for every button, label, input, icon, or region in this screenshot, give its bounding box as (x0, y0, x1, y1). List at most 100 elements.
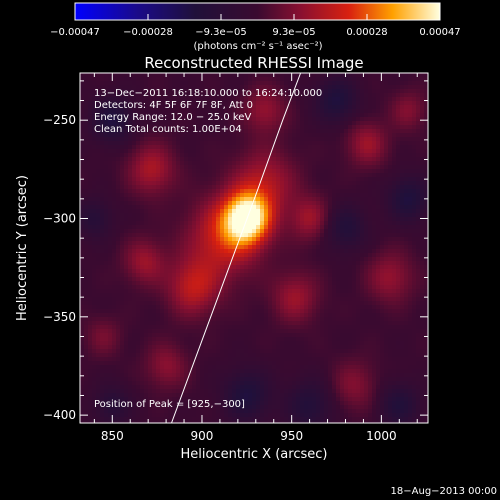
heatmap-cell (328, 261, 332, 265)
heatmap-cell (376, 289, 380, 293)
heatmap-cell (424, 93, 428, 97)
heatmap-cell (312, 229, 316, 233)
heatmap-cell (284, 221, 288, 225)
heatmap-cell (340, 85, 344, 89)
heatmap-cell (240, 149, 244, 153)
heatmap-cell (192, 201, 196, 205)
heatmap-cell (280, 253, 284, 257)
heatmap-cell (136, 121, 140, 125)
heatmap-cell (384, 265, 388, 269)
heatmap-cell (284, 137, 288, 141)
heatmap-cell (280, 161, 284, 165)
heatmap-cell (272, 149, 276, 153)
heatmap-cell (84, 153, 88, 157)
heatmap-cell (344, 289, 348, 293)
heatmap-cell (416, 77, 420, 81)
heatmap-cell (344, 121, 348, 125)
heatmap-cell (328, 145, 332, 149)
heatmap-cell (420, 197, 424, 201)
heatmap-cell (260, 173, 264, 177)
heatmap-cell (120, 197, 124, 201)
heatmap-cell (244, 101, 248, 105)
heatmap-cell (180, 125, 184, 129)
heatmap-cell (268, 125, 272, 129)
heatmap-cell (268, 117, 272, 121)
heatmap-cell (248, 173, 252, 177)
heatmap-cell (264, 205, 268, 209)
heatmap-cell (232, 189, 236, 193)
heatmap-cell (260, 121, 264, 125)
heatmap-cell (360, 297, 364, 301)
heatmap-cell (392, 269, 396, 273)
heatmap-cell (212, 93, 216, 97)
heatmap-cell (148, 105, 152, 109)
heatmap-cell (344, 265, 348, 269)
heatmap-cell (156, 269, 160, 273)
heatmap-cell (108, 181, 112, 185)
heatmap-cell (176, 109, 180, 113)
heatmap-cell (236, 221, 240, 225)
heatmap-cell (316, 185, 320, 189)
heatmap-cell (144, 105, 148, 109)
heatmap-cell (412, 113, 416, 117)
heatmap-cell (136, 285, 140, 289)
heatmap-cell (96, 269, 100, 273)
heatmap-cell (208, 89, 212, 93)
heatmap-cell (200, 277, 204, 281)
heatmap-cell (84, 229, 88, 233)
heatmap-cell (156, 129, 160, 133)
heatmap-cell (260, 209, 264, 213)
heatmap-cell (292, 201, 296, 205)
heatmap-cell (136, 245, 140, 249)
heatmap-cell (84, 233, 88, 237)
heatmap-cell (188, 109, 192, 113)
heatmap-cell (180, 273, 184, 277)
heatmap-cell (388, 133, 392, 137)
heatmap-cell (304, 73, 308, 77)
heatmap-cell (272, 173, 276, 177)
heatmap-cell (80, 201, 84, 205)
heatmap-cell (248, 197, 252, 201)
heatmap-cell (296, 93, 300, 97)
heatmap-cell (196, 193, 200, 197)
heatmap-cell (312, 97, 316, 101)
heatmap-cell (228, 97, 232, 101)
heatmap-cell (368, 233, 372, 237)
heatmap-cell (352, 221, 356, 225)
heatmap-cell (264, 249, 268, 253)
heatmap-cell (300, 141, 304, 145)
heatmap-cell (124, 149, 128, 153)
heatmap-cell (212, 149, 216, 153)
heatmap-cell (272, 129, 276, 133)
heatmap-cell (204, 101, 208, 105)
heatmap-cell (280, 157, 284, 161)
heatmap-cell (356, 125, 360, 129)
heatmap-cell (360, 169, 364, 173)
heatmap-cell (296, 289, 300, 293)
heatmap-cell (308, 173, 312, 177)
heatmap-cell (248, 253, 252, 257)
heatmap-cell (388, 205, 392, 209)
heatmap-cell (264, 81, 268, 85)
heatmap-cell (236, 289, 240, 293)
heatmap-cell (396, 269, 400, 273)
heatmap-cell (180, 165, 184, 169)
heatmap-cell (100, 97, 104, 101)
heatmap-cell (416, 209, 420, 213)
heatmap-cell (300, 253, 304, 257)
heatmap-cell (204, 269, 208, 273)
heatmap-cell (344, 297, 348, 301)
heatmap-cell (216, 185, 220, 189)
heatmap-cell (404, 293, 408, 297)
heatmap-cell (252, 97, 256, 101)
heatmap-cell (164, 93, 168, 97)
heatmap-cell (172, 265, 176, 269)
heatmap-cell (144, 177, 148, 181)
heatmap-cell (144, 157, 148, 161)
heatmap-cell (144, 201, 148, 205)
heatmap-cell (396, 125, 400, 129)
heatmap-cell (144, 233, 148, 237)
heatmap-cell (216, 157, 220, 161)
heatmap-cell (176, 93, 180, 97)
heatmap-cell (80, 97, 84, 101)
